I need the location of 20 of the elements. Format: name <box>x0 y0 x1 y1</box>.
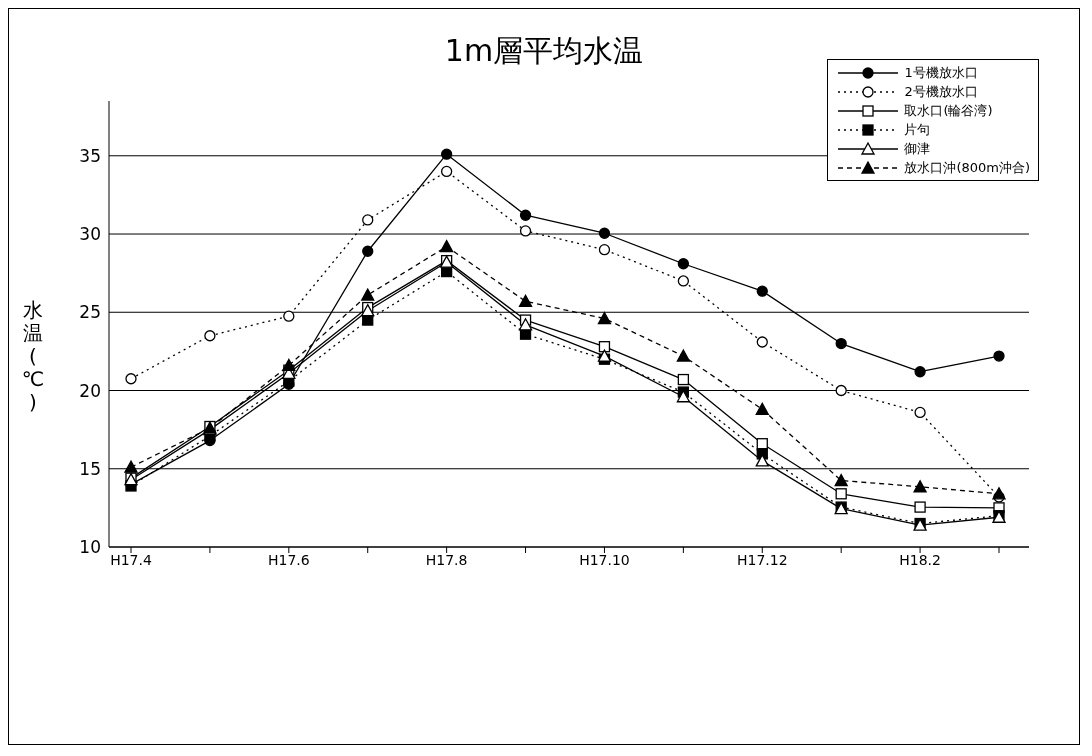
y-tick-label: 35 <box>79 145 101 166</box>
x-tick-label: H17.10 <box>579 551 630 568</box>
y-tick-label: 30 <box>79 224 101 245</box>
legend-label: 御津 <box>904 139 931 158</box>
legend-label: 取水口(輪谷湾) <box>904 101 993 120</box>
legend-label: 片句 <box>904 120 931 139</box>
x-tick-label: H17.4 <box>110 551 152 568</box>
y-tick-label: 25 <box>79 302 101 323</box>
y-tick-label: 10 <box>79 537 101 558</box>
x-tick-label: H17.8 <box>425 551 468 568</box>
x-tick-label: H17.12 <box>736 551 788 568</box>
x-tick-label: H17.6 <box>267 551 310 568</box>
legend-label: 2号機放水口 <box>904 82 978 101</box>
y-tick-label: 20 <box>79 380 101 401</box>
legend-label: 放水口沖(800m沖合) <box>904 158 1030 177</box>
x-tick-label: H18.2 <box>899 551 941 568</box>
y-tick-label: 15 <box>79 458 101 479</box>
chart-title: 1m層平均水温 <box>444 33 644 68</box>
legend-label: 1号機放水口 <box>904 63 978 82</box>
y-axis-title: 水温(℃) <box>21 298 45 414</box>
